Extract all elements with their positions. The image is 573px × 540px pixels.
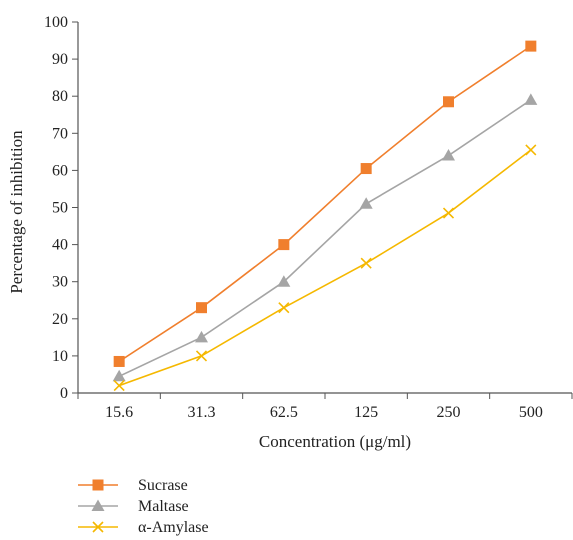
x-axis-title: Concentration (μg/ml)	[259, 432, 411, 451]
data-point	[525, 40, 537, 52]
legend-label: Sucrase	[138, 477, 188, 494]
y-tick-label: 90	[52, 51, 68, 68]
legend: Sucrase Maltase α-Amylase	[78, 477, 209, 536]
y-tick-label: 40	[52, 237, 68, 254]
y-tick-label: 50	[52, 200, 68, 217]
legend-item: α-Amylase	[78, 519, 209, 536]
data-point	[360, 163, 372, 175]
y-tick-label: 0	[60, 385, 68, 402]
data-point	[359, 197, 373, 209]
series-line	[118, 149, 532, 387]
series-2	[112, 93, 538, 382]
x-tick-label: 15.6	[105, 404, 133, 421]
y-tick-label: 70	[52, 125, 68, 142]
legend-marker	[91, 499, 105, 511]
data-point	[113, 355, 125, 367]
axes: 0 10 20 30 40 50 60 70 80 90 100 15.6 31.3 62.5 125 250…	[44, 14, 573, 421]
data-point	[196, 302, 207, 314]
data-point	[278, 239, 290, 251]
legend-marker	[92, 479, 104, 491]
y-axis-title: Percentage of inhibition	[7, 130, 26, 294]
data-point	[195, 330, 208, 343]
legend-label: α-Amylase	[138, 519, 209, 536]
y-tick-label: 20	[52, 311, 68, 328]
x-tick-label: 500	[519, 404, 543, 421]
x-tick-label: 250	[437, 404, 461, 421]
data-point	[277, 275, 291, 287]
series-line	[118, 99, 532, 378]
data-point	[113, 380, 125, 392]
data-point	[112, 369, 126, 382]
y-tick-label: 60	[52, 162, 68, 179]
data-point	[442, 149, 455, 161]
y-tick-label: 80	[52, 88, 68, 105]
series-line	[118, 45, 532, 363]
legend-marker	[92, 521, 104, 533]
y-tick-label: 30	[52, 274, 68, 291]
series-3	[113, 144, 537, 392]
legend-item: Sucrase	[78, 477, 188, 494]
x-tick-label: 125	[354, 404, 378, 421]
x-tick-label: 62.5	[270, 404, 298, 421]
data-point	[442, 207, 455, 219]
series-layer	[112, 40, 538, 392]
data-point	[443, 96, 454, 108]
data-point	[525, 144, 537, 156]
data-point	[524, 93, 538, 105]
legend-item: Maltase	[78, 498, 189, 515]
x-tick-label: 31.3	[188, 404, 216, 421]
y-tick-label: 100	[44, 14, 68, 31]
series-1	[113, 40, 537, 367]
y-tick-label: 10	[52, 348, 68, 365]
data-point	[195, 350, 208, 362]
legend-label: Maltase	[138, 498, 189, 515]
data-point	[360, 257, 372, 269]
data-point	[278, 302, 290, 314]
